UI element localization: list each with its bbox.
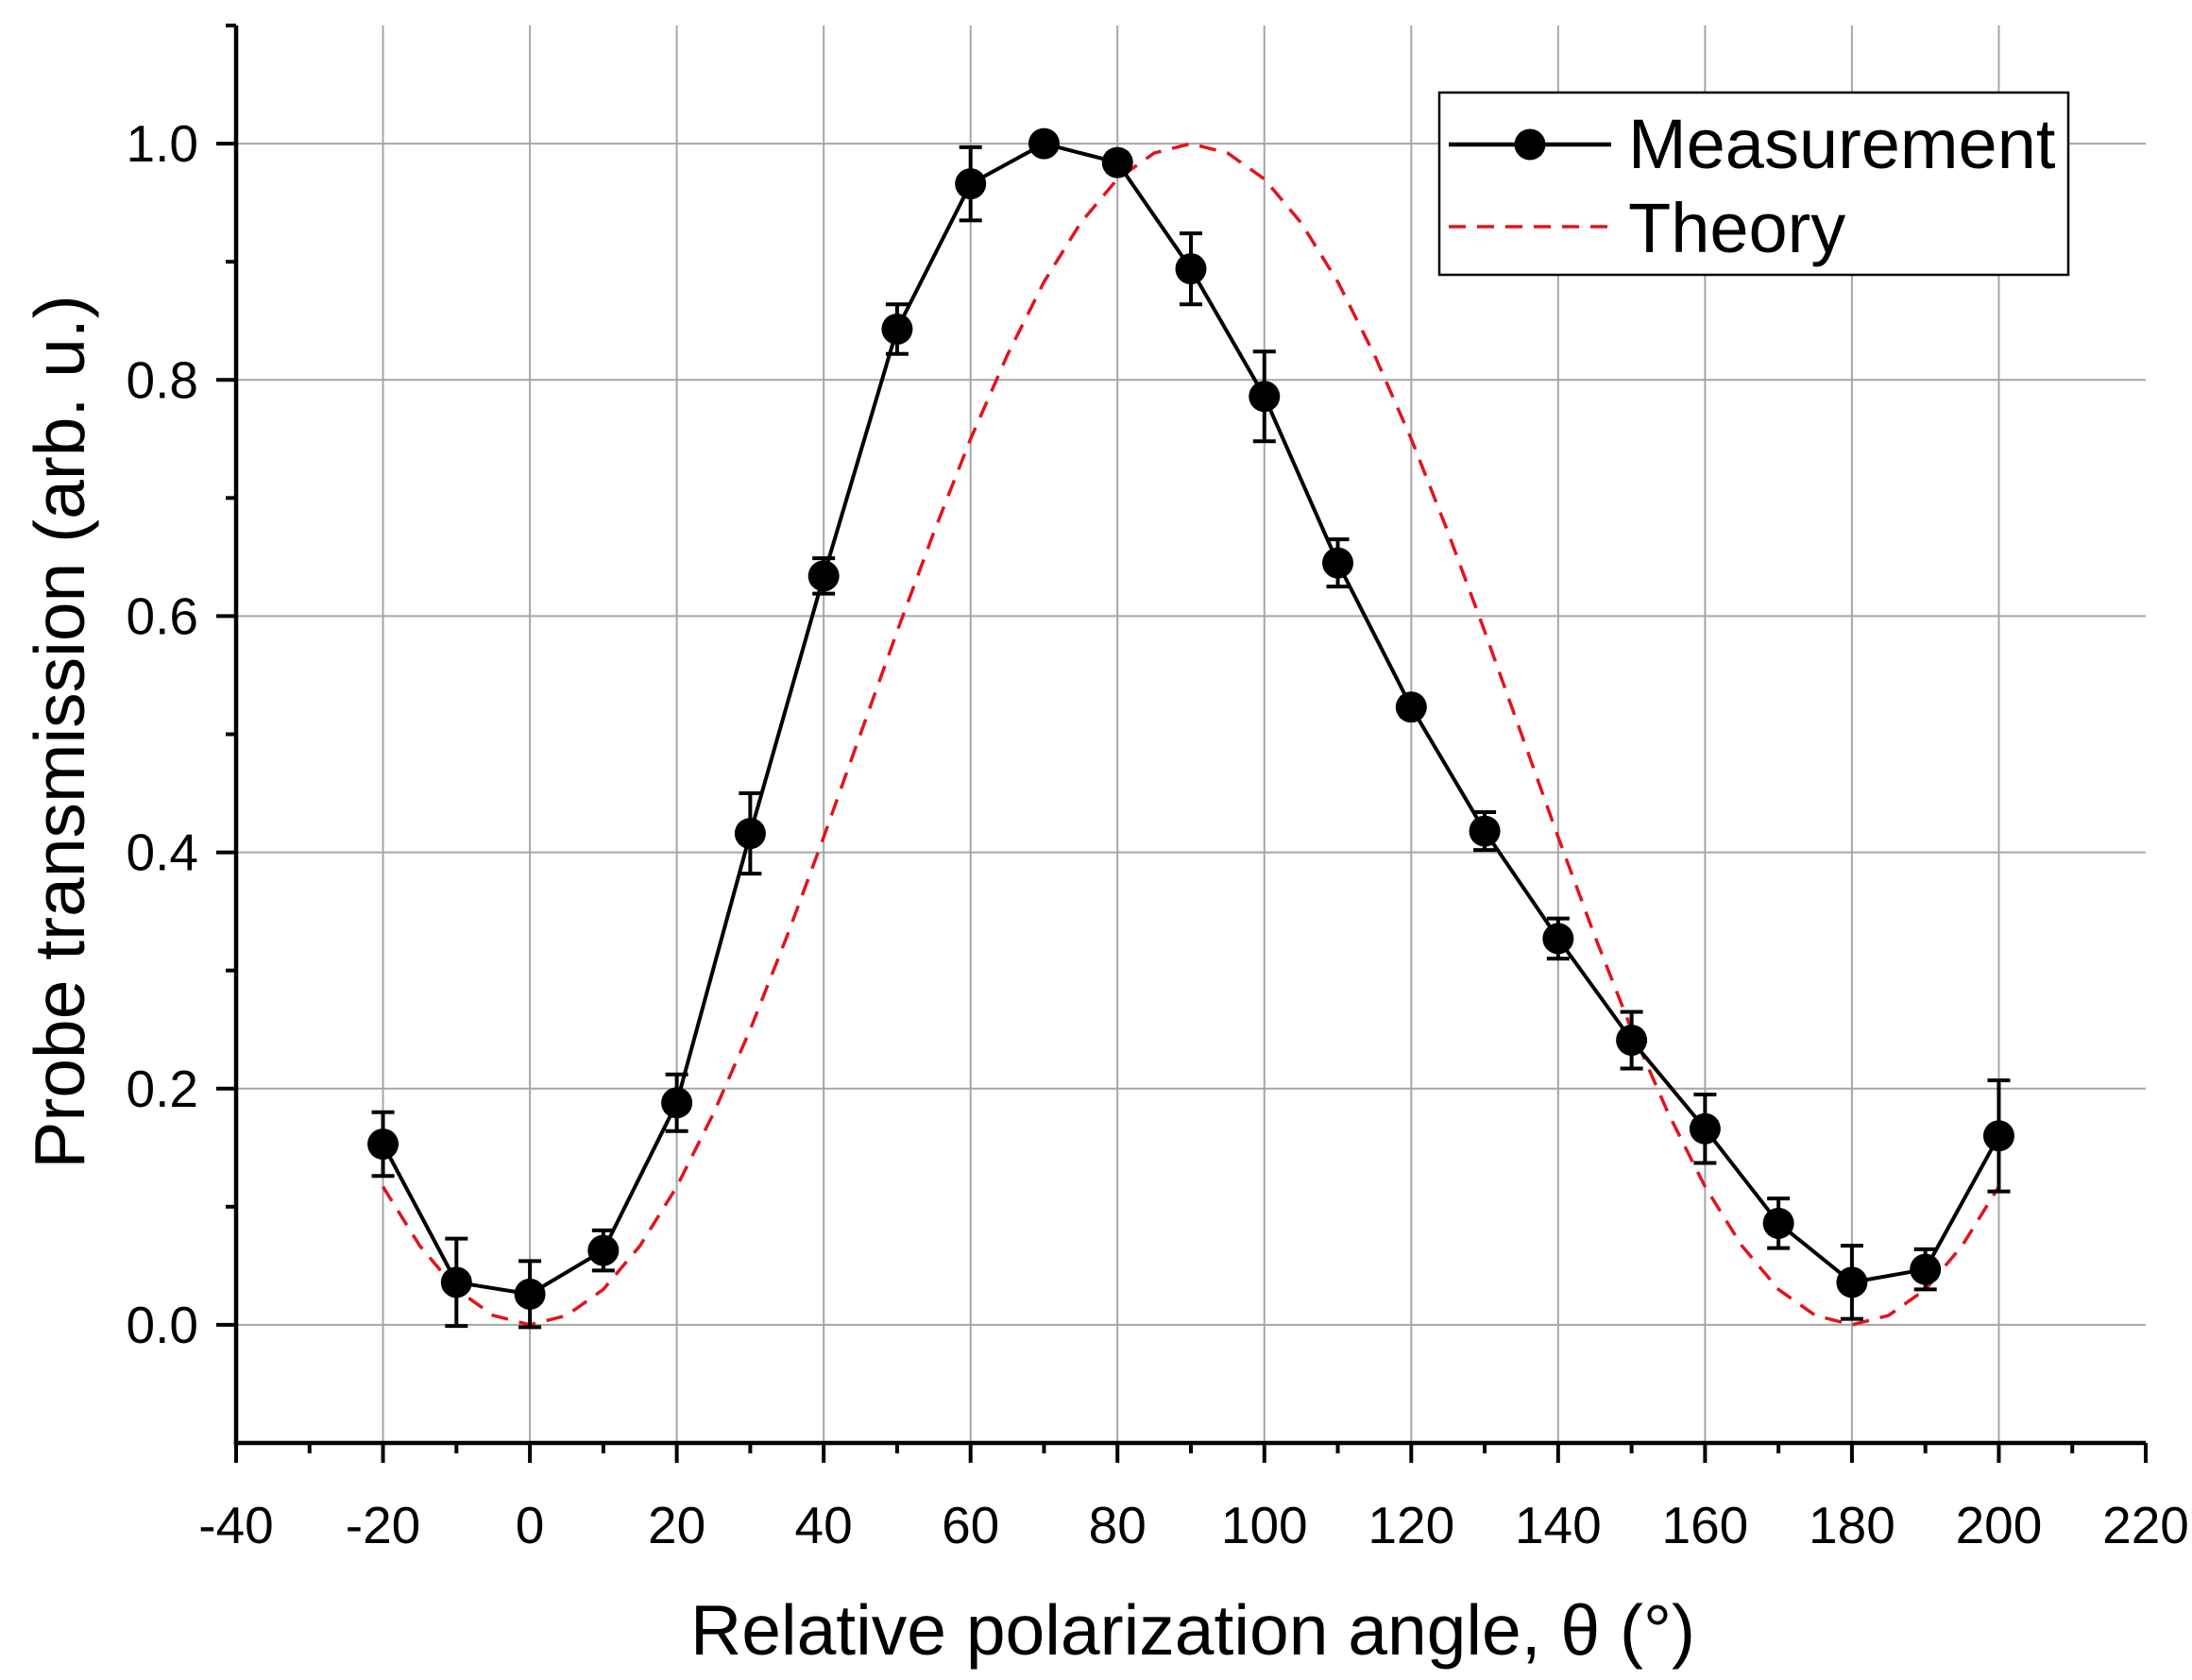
measurement-marker <box>367 1128 399 1161</box>
measurement-marker <box>1910 1253 1942 1285</box>
legend-measurement-label: Measurement <box>1628 105 2056 183</box>
legend-measurement-marker <box>1514 128 1546 161</box>
y-tick-label: 0.6 <box>127 586 198 645</box>
measurement-marker <box>514 1278 546 1310</box>
x-tick-label: 100 <box>1221 1496 1308 1554</box>
x-tick-label: 120 <box>1368 1496 1454 1554</box>
measurement-marker <box>1616 1024 1648 1056</box>
x-tick-label: 0 <box>516 1496 545 1554</box>
measurement-series <box>367 127 2014 1330</box>
measurement-marker <box>1689 1112 1721 1145</box>
measurement-marker <box>1322 547 1354 579</box>
theory-curve <box>382 142 2000 1327</box>
y-axis-title: Probe transmission (arb. u.) <box>20 295 99 1168</box>
x-tick-label: -40 <box>198 1496 274 1554</box>
measurement-marker <box>1542 923 1574 955</box>
y-tick-label: 0.8 <box>127 350 198 409</box>
x-tick-label: 40 <box>795 1496 853 1554</box>
x-tick-label: 160 <box>1662 1496 1749 1554</box>
y-tick-label: 1.0 <box>127 114 198 173</box>
x-tick-label: -20 <box>346 1496 421 1554</box>
y-tick-label: 0.0 <box>127 1296 198 1354</box>
measurement-marker <box>955 168 987 200</box>
measurement-marker <box>1101 146 1133 178</box>
measurement-marker <box>734 818 766 850</box>
measurement-marker <box>807 560 840 592</box>
legend-box <box>1437 91 2070 277</box>
x-axis-title: Relative polarization angle, θ (°) <box>690 1590 1695 1670</box>
y-tick-label: 0.2 <box>127 1060 198 1118</box>
measurement-marker <box>661 1087 693 1119</box>
measurement-marker <box>1249 381 1281 413</box>
x-tick-label: 60 <box>942 1496 999 1554</box>
measurement-marker <box>1395 691 1427 723</box>
axes: -40 -20 0 20 40 60 80 100 120 140 160 180 200 220 0.0 0… <box>127 24 2189 1554</box>
x-tick-label: 200 <box>1956 1496 2043 1554</box>
measurement-marker <box>440 1266 472 1298</box>
measurement-marker <box>1469 815 1501 847</box>
x-tick-label: 20 <box>648 1496 705 1554</box>
measurement-marker <box>587 1234 620 1266</box>
measurement-marker <box>1982 1120 2014 1152</box>
x-tick-label: 180 <box>1809 1496 1895 1554</box>
y-tick-label: 0.4 <box>127 823 198 882</box>
measurement-marker <box>1762 1207 1794 1239</box>
measurement-marker <box>1175 253 1207 285</box>
x-tick-label: 80 <box>1089 1496 1147 1554</box>
measurement-marker <box>1028 127 1060 160</box>
legend: Measurement Theory <box>1437 91 2070 277</box>
x-tick-label: 220 <box>2102 1496 2189 1554</box>
measurement-marker <box>1836 1266 1868 1298</box>
legend-theory-label: Theory <box>1628 189 1845 267</box>
measurement-marker <box>881 313 913 345</box>
theory-series <box>382 142 2000 1327</box>
x-tick-label: 140 <box>1515 1496 1602 1554</box>
